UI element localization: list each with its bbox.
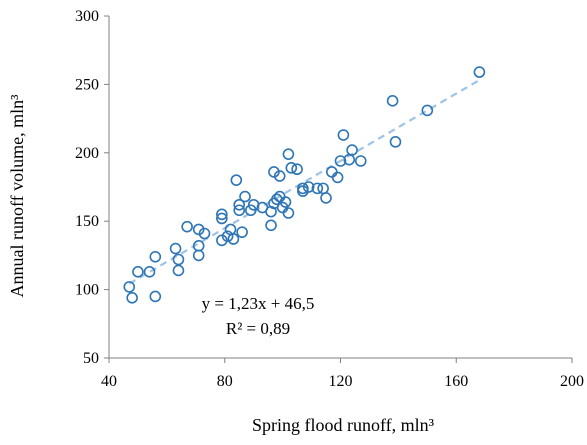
data-point <box>334 155 347 167</box>
data-point <box>192 249 205 262</box>
data-point <box>320 192 332 204</box>
data-point <box>421 104 434 117</box>
data-point <box>273 170 286 182</box>
x-axis-title: Spring flood runoff, mln³ <box>252 415 435 435</box>
axes <box>104 15 573 363</box>
y-tick-label: 50 <box>83 350 99 367</box>
y-tick-label: 150 <box>75 213 99 230</box>
data-point <box>149 290 162 303</box>
trendline-layer <box>128 79 480 285</box>
data-point <box>227 233 240 245</box>
y-tick-label: 300 <box>75 8 99 25</box>
data-point <box>216 234 228 247</box>
data-point <box>337 129 350 141</box>
data-point <box>282 207 295 219</box>
data-point <box>233 198 246 211</box>
y-tick-label: 100 <box>75 282 99 299</box>
data-point <box>233 204 246 217</box>
data-point <box>302 181 315 193</box>
data-point <box>169 242 182 255</box>
data-point <box>172 253 185 266</box>
x-tick-label: 40 <box>101 373 117 390</box>
data-point <box>291 163 303 176</box>
x-tick-label: 160 <box>444 373 468 390</box>
data-point <box>331 171 344 184</box>
data-point <box>297 185 309 197</box>
data-point <box>132 266 144 278</box>
data-point <box>192 223 205 236</box>
data-point <box>230 174 243 186</box>
data-point <box>279 196 292 208</box>
data-point <box>172 264 185 277</box>
data-point <box>282 148 295 160</box>
data-point <box>473 66 486 78</box>
data-point <box>354 155 367 167</box>
x-tick-label: 80 <box>217 373 233 390</box>
data-point <box>198 227 211 240</box>
data-point <box>285 162 298 174</box>
data-point <box>236 226 248 238</box>
x-tick-label: 200 <box>560 373 584 390</box>
data-point <box>346 144 358 156</box>
y-axis-title: Annual runoff volume, mln³ <box>7 94 27 298</box>
trendline <box>128 79 480 285</box>
data-point <box>123 281 136 293</box>
x-tick-label: 120 <box>329 373 353 390</box>
data-point <box>265 219 277 232</box>
data-point <box>389 136 402 148</box>
trendline-equation: y = 1,23x + 46,5 <box>202 294 315 313</box>
data-point <box>216 212 228 225</box>
y-tick-label: 250 <box>75 76 99 93</box>
data-point <box>143 266 156 278</box>
data-point <box>126 292 138 304</box>
data-point <box>268 166 280 178</box>
data-point <box>149 250 162 263</box>
data-point <box>239 190 251 203</box>
tick-labels: 50 100 150 200 250 300 40 80 120 160 200 <box>75 8 584 390</box>
data-point <box>311 182 324 195</box>
data-point <box>386 95 399 107</box>
r-squared-label: R² = 0,89 <box>226 319 290 338</box>
data-point <box>244 204 257 217</box>
data-point <box>326 166 338 178</box>
data-points <box>123 66 486 304</box>
data-point <box>221 230 234 243</box>
y-tick-label: 200 <box>75 145 99 162</box>
data-point <box>181 220 193 233</box>
data-point <box>216 208 228 221</box>
